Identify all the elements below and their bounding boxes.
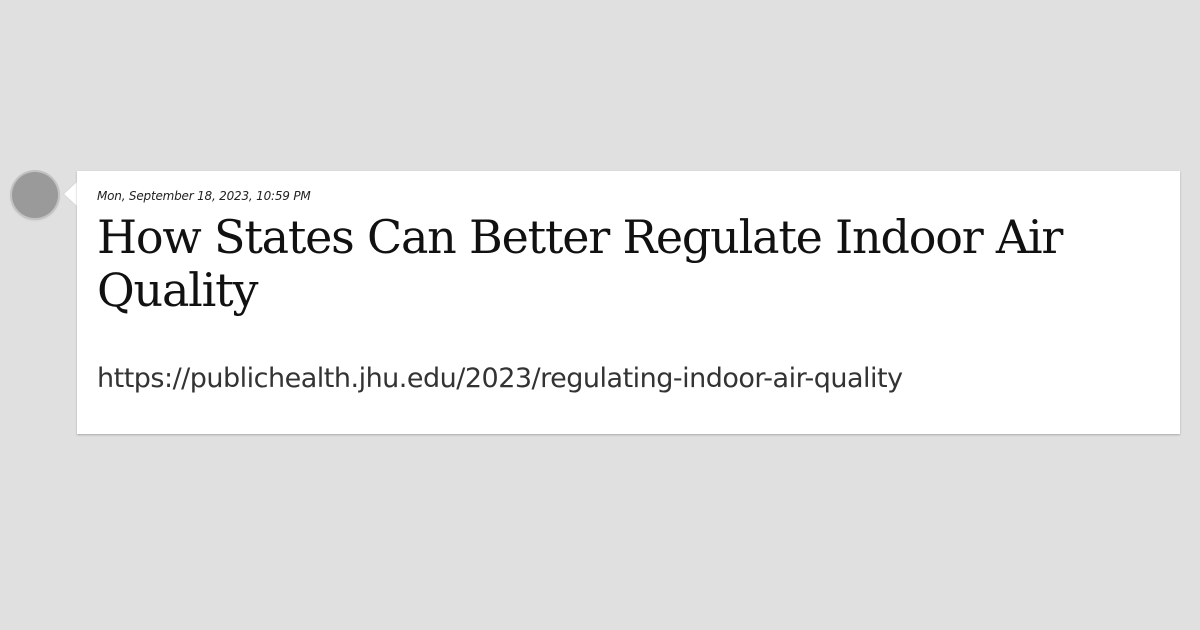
post-timestamp: Mon, September 18, 2023, 10:59 PM bbox=[97, 189, 311, 203]
post-card: Mon, September 18, 2023, 10:59 PM How St… bbox=[77, 171, 1180, 434]
post-link[interactable]: https://publichealth.jhu.edu/2023/regula… bbox=[97, 363, 903, 394]
post-title: How States Can Better Regulate Indoor Ai… bbox=[97, 210, 1063, 317]
card-pointer bbox=[64, 182, 77, 206]
avatar[interactable] bbox=[12, 172, 58, 218]
